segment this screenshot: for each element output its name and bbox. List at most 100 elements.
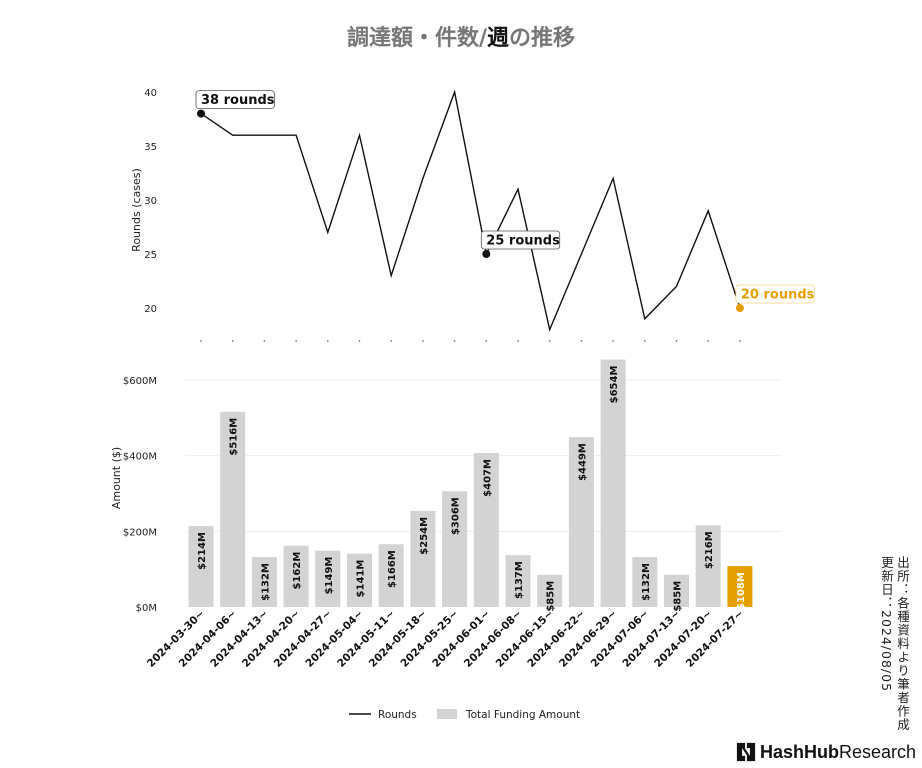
line-ytick-label: 25	[144, 250, 157, 261]
brand-logo: HashHub Research	[736, 740, 916, 764]
line-xtick-mark	[739, 340, 741, 342]
funding-bar	[537, 574, 563, 607]
line-ytick-label: 40	[144, 88, 157, 99]
x-tick-label: 2024-07-13~	[620, 608, 682, 670]
bar-value-label: $162M	[292, 552, 303, 590]
funding-bar	[632, 557, 658, 607]
annotation-point	[197, 109, 205, 118]
bar-value-label: $516M	[229, 418, 240, 456]
x-tick-label: 2024-03-30~	[145, 608, 207, 670]
annotation-box	[195, 90, 275, 109]
line-xtick-mark	[327, 340, 329, 342]
x-tick-label: 2024-04-13~	[208, 608, 270, 670]
x-tick-label: 2024-07-27~	[684, 608, 746, 670]
bar-value-label: $449M	[577, 443, 588, 481]
line-y-axis-label: Rounds (cases)	[130, 168, 143, 252]
bar-value-label: $85M	[546, 581, 557, 612]
funding-bar	[568, 437, 594, 607]
line-xtick-mark	[580, 340, 583, 342]
x-tick-label: 2024-07-20~	[652, 608, 714, 670]
bar-value-label: $132M	[260, 563, 271, 601]
line-xtick-mark	[358, 340, 361, 342]
funding-bar	[315, 550, 341, 607]
bar-value-label: $306M	[451, 497, 462, 535]
bar-value-label: $166M	[387, 550, 398, 588]
bar-value-label: $141M	[356, 560, 367, 598]
funding-bar	[347, 553, 372, 607]
line-ytick-label: 35	[144, 142, 157, 153]
bar-ytick-label: $0M	[136, 603, 157, 614]
line-xtick-mark	[390, 340, 393, 342]
funding-bar	[664, 574, 689, 607]
funding-bar	[283, 545, 309, 607]
line-xtick-mark	[231, 340, 234, 342]
x-tick-label: 2024-05-25~	[399, 608, 461, 670]
line-xtick-mark	[453, 340, 456, 342]
bar-value-label: $132M	[641, 563, 652, 601]
bar-value-label: $137M	[514, 561, 525, 599]
x-tick-label: 2024-04-06~	[177, 608, 239, 670]
bar-value-label: $654M	[609, 366, 620, 404]
funding-bar	[727, 566, 753, 607]
x-tick-label: 2024-06-08~	[462, 608, 524, 670]
hashhub-logo-icon	[736, 742, 756, 762]
bar-value-label: $149M	[324, 557, 335, 595]
line-xtick-mark	[612, 340, 614, 342]
bar-y-axis-label: Amount ($)	[110, 447, 123, 509]
x-tick-label: 2024-05-18~	[367, 608, 429, 670]
annotation-label: 20 rounds	[741, 288, 815, 303]
line-xtick-mark	[707, 340, 709, 342]
line-xtick-mark	[517, 340, 519, 342]
annotation-label: 25 rounds	[486, 234, 560, 249]
bar-value-label: $108M	[736, 572, 747, 610]
x-tick-label: 2024-06-15~	[494, 608, 556, 670]
line-ytick-label: 30	[144, 196, 157, 207]
funding-bar	[442, 491, 468, 607]
rounds-line	[200, 89, 741, 332]
bar-value-label: $254M	[419, 517, 430, 555]
line-xtick-mark	[485, 340, 488, 342]
annotation-label: 38 rounds	[201, 93, 275, 108]
funding-bar	[473, 453, 499, 607]
funding-bar	[695, 525, 721, 607]
funding-bar	[410, 510, 436, 607]
bar-value-label: $214M	[197, 532, 208, 570]
bar-value-label: $407M	[482, 459, 493, 497]
funding-bar	[188, 526, 214, 607]
bar-value-label: $216M	[704, 531, 715, 569]
line-xtick-mark	[295, 340, 297, 342]
line-xtick-mark	[644, 340, 646, 342]
bar-ytick-label: $600M	[123, 376, 157, 387]
line-xtick-mark	[548, 340, 551, 342]
line-xtick-mark	[422, 340, 424, 342]
funding-bar	[220, 411, 246, 607]
x-tick-label: 2024-06-22~	[525, 608, 587, 670]
legend-funding-label: Total Funding Amount	[465, 709, 580, 721]
line-xtick-mark	[675, 340, 678, 342]
funding-bar	[251, 557, 277, 607]
annotation-box	[735, 284, 815, 304]
funding-bar	[600, 359, 626, 607]
bar-ytick-label: $400M	[123, 452, 157, 463]
legend-rounds-label: Rounds	[378, 709, 417, 721]
funding-bar	[378, 544, 404, 607]
annotation-point	[735, 304, 744, 312]
line-ytick-label: 20	[144, 304, 157, 315]
source-note: 出所：各種資料より筆者作成 更新日：2024/08/05	[879, 556, 910, 732]
legend-funding-swatch	[437, 709, 457, 719]
bar-ytick-label: $200M	[123, 527, 157, 538]
x-tick-label: 2024-05-11~	[335, 608, 397, 670]
chart-title: 調達額・件数/週の推移	[346, 25, 576, 51]
annotation-point	[482, 250, 491, 258]
x-tick-label: 2024-04-20~	[240, 608, 302, 670]
line-xtick-mark	[200, 340, 202, 342]
x-tick-label: 2024-04-27~	[272, 608, 334, 670]
x-tick-label: 2024-07-06~	[589, 608, 651, 670]
funding-bar	[505, 555, 531, 607]
bar-value-label: $85M	[673, 581, 684, 612]
line-xtick-mark	[263, 340, 266, 342]
x-tick-label: 2024-05-04~	[303, 608, 365, 670]
x-tick-label: 2024-06-01~	[430, 608, 492, 670]
annotation-box	[480, 230, 561, 250]
